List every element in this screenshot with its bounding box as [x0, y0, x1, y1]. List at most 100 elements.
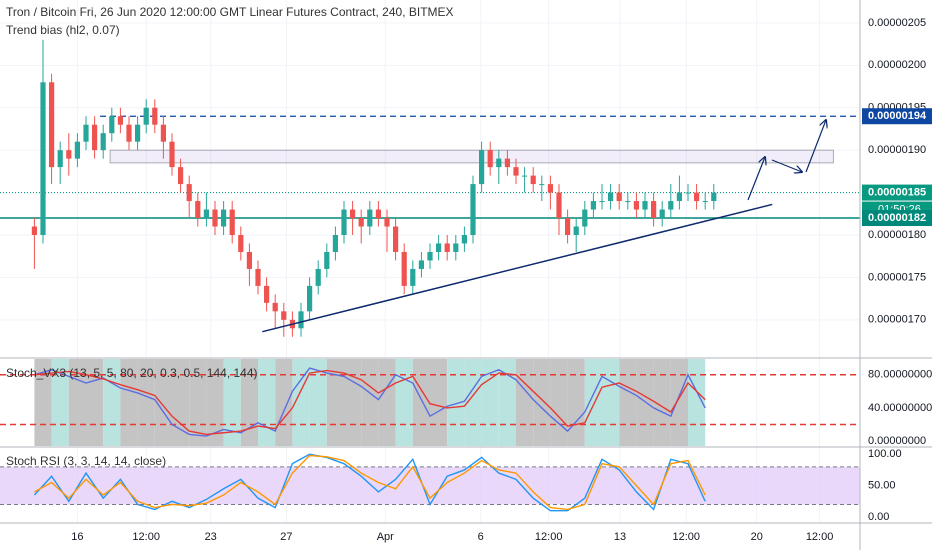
- candle-body: [547, 184, 553, 193]
- y-tick-label: 0.00000000: [868, 435, 926, 447]
- candle-body: [496, 158, 502, 168]
- x-tick-label: 6: [478, 531, 484, 543]
- candle-body: [92, 124, 98, 151]
- y-tick-label: 0.00000205: [868, 17, 926, 29]
- series-line: [34, 369, 706, 436]
- candle-body: [126, 124, 132, 142]
- candle-body: [203, 209, 209, 219]
- candle-body: [625, 201, 631, 203]
- x-tick-label: 16: [71, 531, 83, 543]
- signal-band: [412, 359, 430, 446]
- candle-body: [393, 226, 399, 252]
- series-line: [33, 453, 706, 512]
- signal-band: [533, 359, 551, 446]
- candle-body: [582, 209, 588, 227]
- candle-body: [66, 150, 72, 159]
- arrow: [771, 159, 802, 172]
- candle-body: [694, 192, 700, 202]
- candle-body: [264, 285, 270, 303]
- candle-body: [143, 107, 149, 125]
- arrow: [747, 157, 765, 201]
- candle-body: [711, 192, 717, 202]
- arrows: [747, 120, 826, 201]
- candle-body: [427, 251, 433, 261]
- pane-title: Stoch_VX3 (13, 5, 5, 80, 20, 0.3, 0.5, 1…: [6, 366, 258, 380]
- candle-body: [453, 243, 459, 252]
- price-label-box: [862, 210, 932, 227]
- candle-body: [117, 116, 123, 125]
- candle-body: [212, 209, 218, 227]
- series-line: [34, 367, 706, 437]
- candle-body: [83, 124, 89, 142]
- signal-band: [430, 359, 448, 446]
- candle-body: [31, 226, 37, 235]
- candle-body: [487, 150, 493, 168]
- candle-body: [49, 82, 55, 168]
- signal-band: [670, 359, 688, 446]
- candle-body: [178, 167, 184, 185]
- candle-body: [229, 209, 235, 235]
- candle-body: [384, 218, 390, 227]
- signal-band: [154, 359, 172, 446]
- candle-body: [685, 192, 691, 194]
- arrow: [805, 120, 826, 173]
- signal-band: [619, 359, 637, 446]
- candle-body: [573, 226, 579, 235]
- price-label-box: [862, 184, 932, 201]
- candle-body: [436, 243, 442, 252]
- pane-title: Stoch RSI (3, 3, 14, 14, close): [6, 454, 166, 468]
- candle-body: [616, 192, 622, 202]
- price-label-box: [862, 108, 932, 125]
- y-tick-label: 0.00000200: [868, 59, 926, 71]
- y-tick-label: 0.00000180: [868, 229, 926, 241]
- candle-body: [418, 260, 424, 269]
- candle-body: [195, 201, 201, 219]
- candle-body: [298, 311, 304, 329]
- candle-body: [608, 192, 614, 202]
- candle-body: [169, 141, 175, 168]
- signal-band: [516, 359, 534, 446]
- signal-band: [275, 359, 293, 446]
- candle-body: [307, 285, 313, 312]
- candle-body: [341, 209, 347, 235]
- candle-body: [590, 201, 596, 210]
- y-tick-label: 0.00000175: [868, 271, 926, 283]
- candle-body: [332, 234, 338, 252]
- signal-band: [344, 359, 362, 446]
- candle-body: [324, 251, 330, 269]
- signal-band: [395, 359, 413, 446]
- price-label: 0.00000194: [868, 110, 927, 122]
- candle-body: [444, 243, 450, 252]
- candle-body: [281, 311, 287, 320]
- y-tick-label: 40.00000000: [868, 402, 932, 414]
- candle-body: [642, 201, 648, 210]
- candle-body: [676, 192, 682, 202]
- y-tick-label: 100.00: [868, 448, 902, 460]
- candle-body: [668, 201, 674, 210]
- candle-body: [410, 268, 416, 286]
- candle-body: [401, 251, 407, 286]
- candle-body: [702, 201, 708, 203]
- x-tick-label: 13: [614, 531, 626, 543]
- candle-body: [539, 184, 545, 186]
- candle-body: [238, 234, 244, 252]
- candle-body: [375, 209, 381, 219]
- y-tick-label: 0.00000170: [868, 314, 926, 326]
- candle-body: [461, 234, 467, 244]
- candle-body: [272, 302, 278, 312]
- candle-body: [74, 141, 80, 159]
- chart-title: Tron / Bitcoin Fri, 26 Jun 2020 12:00:00…: [6, 5, 454, 19]
- candle-body: [100, 133, 106, 151]
- x-tick-label: 12:00: [535, 531, 563, 543]
- signal-band: [653, 359, 671, 446]
- candle-body: [152, 107, 158, 125]
- x-tick-label: 12:00: [673, 531, 701, 543]
- x-tick-label: 20: [751, 531, 763, 543]
- candle-body: [350, 209, 356, 219]
- signal-band: [567, 359, 585, 446]
- candle-body: [633, 201, 639, 210]
- candle-body: [470, 184, 476, 235]
- candle-body: [522, 175, 528, 177]
- signal-band: [481, 359, 499, 446]
